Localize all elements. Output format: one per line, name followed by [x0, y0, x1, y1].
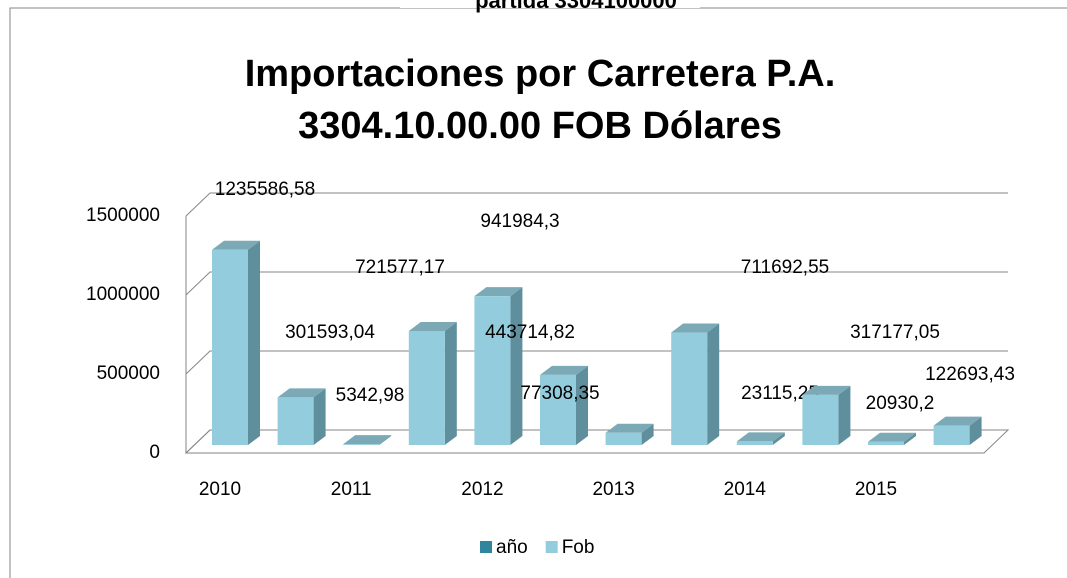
- bar-side: [838, 385, 851, 445]
- data-label: 443714,82: [485, 322, 575, 343]
- bar: [868, 441, 904, 445]
- chart-title: Importaciones por Carretera P.A.: [245, 53, 836, 95]
- x-tick-label: 2010: [199, 479, 241, 500]
- bar-side: [379, 435, 392, 445]
- data-label: 1235586,58: [215, 179, 315, 200]
- bar-side: [313, 388, 326, 445]
- grid-line: [185, 429, 1008, 454]
- bar: [474, 296, 511, 445]
- x-tick-label: 2013: [592, 479, 634, 500]
- bar: [736, 441, 773, 445]
- bar: [343, 444, 380, 445]
- bar: [408, 330, 445, 445]
- data-label: 77308,35: [520, 383, 599, 404]
- bar: [605, 432, 642, 445]
- bar-side: [576, 365, 588, 445]
- y-tick-label: 1500000: [86, 205, 160, 226]
- bar-side: [444, 321, 457, 445]
- data-label: 317177,05: [850, 322, 940, 343]
- bar-top: [212, 240, 260, 250]
- legend-swatch: [545, 541, 558, 553]
- y-tick-label: 0: [149, 442, 160, 463]
- bar: [802, 394, 839, 445]
- grid-line: [185, 271, 1008, 296]
- bar-top: [671, 323, 720, 333]
- bar-side: [772, 432, 785, 445]
- x-tick-label: 2015: [855, 479, 897, 500]
- bar-top: [277, 388, 326, 398]
- grid-line: [185, 350, 1008, 375]
- bar: [540, 374, 576, 445]
- x-tick-label: 2014: [724, 479, 767, 500]
- y-tick-label: 1000000: [86, 284, 160, 305]
- bar: [277, 397, 314, 445]
- bar-top: [933, 416, 982, 426]
- subtitle-bg: [400, 0, 700, 8]
- grid-line: [185, 192, 1008, 217]
- data-label: 20930,2: [866, 393, 935, 414]
- chart-title: 3304.10.00.00 FOB Dólares: [298, 105, 782, 147]
- data-label: 711692,55: [741, 257, 829, 278]
- bar-top: [736, 432, 785, 442]
- bar-side: [248, 240, 260, 445]
- bar: [933, 425, 970, 445]
- bar: [212, 249, 248, 445]
- x-tick-label: 2012: [461, 479, 503, 500]
- legend-swatch: [480, 541, 492, 553]
- y-tick-label: 500000: [97, 363, 160, 384]
- data-label: 301593,04: [285, 322, 375, 343]
- bar: [671, 332, 708, 445]
- legend-label: Fob: [562, 537, 595, 558]
- bar-side: [707, 323, 720, 445]
- x-tick-label: 2011: [331, 479, 372, 500]
- bar-top: [474, 287, 523, 297]
- subtitle: partida 3304100000: [475, 0, 677, 13]
- data-label: 23115,25: [741, 383, 819, 404]
- legend-label: año: [496, 537, 528, 558]
- data-label: 122693,43: [925, 364, 1015, 385]
- data-label: 941984,3: [480, 211, 559, 232]
- bar-top: [802, 385, 851, 395]
- data-label: 721577,17: [355, 257, 445, 278]
- data-label: 5342,98: [336, 385, 405, 406]
- bar-side: [969, 416, 982, 445]
- bar-top: [868, 432, 916, 442]
- bar-top: [343, 435, 392, 445]
- bar-side: [641, 423, 654, 445]
- bar-top: [540, 365, 588, 375]
- bar-top: [605, 423, 654, 433]
- bar-side: [510, 287, 523, 445]
- bar-side: [904, 432, 916, 445]
- bar-top: [408, 321, 457, 331]
